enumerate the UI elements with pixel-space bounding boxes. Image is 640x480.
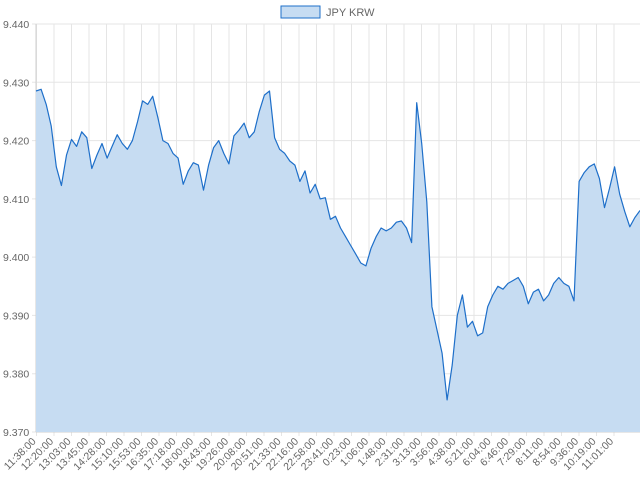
y-tick-label: 9.400: [3, 252, 29, 264]
x-axis-ticks: 11:38:0012:20:0013:03:0013:45:0014:28:00…: [2, 436, 616, 474]
y-tick-label: 9.430: [3, 77, 29, 89]
y-tick-label: 9.440: [3, 19, 29, 31]
series-line: [35, 88, 640, 401]
y-tick-label: 9.380: [3, 369, 29, 381]
legend[interactable]: JPY KRW: [280, 5, 375, 19]
y-tick-label: 9.370: [3, 427, 29, 439]
series-area: [35, 88, 640, 433]
legend-label[interactable]: JPY KRW: [326, 7, 375, 19]
y-axis-ticks: 9.440 9.430 9.420 9.410 9.400 9.390 9.380 9.370: [3, 19, 29, 439]
y-tick-label: 9.390: [3, 310, 29, 322]
y-tick-label: 9.420: [3, 136, 29, 148]
legend-swatch[interactable]: [280, 5, 321, 19]
y-tick-label: 9.410: [3, 194, 29, 206]
